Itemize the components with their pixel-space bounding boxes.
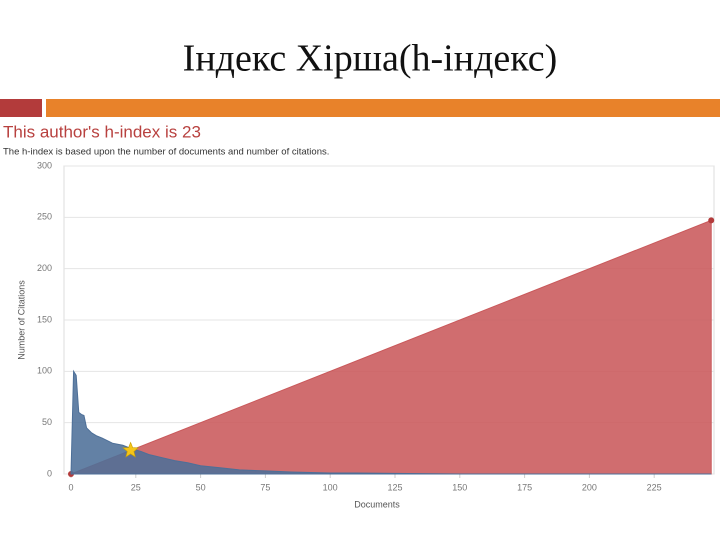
x-tick-label: 225 — [647, 482, 662, 492]
slide-title: Індекс Хірша(h-індекс) — [183, 38, 558, 80]
accent-bar — [46, 99, 720, 117]
y-tick-label: 100 — [37, 366, 52, 376]
y-axis-label: Number of Citations — [16, 280, 26, 360]
point — [708, 217, 715, 224]
x-tick-label: 200 — [582, 482, 597, 492]
y-tick-label: 50 — [42, 417, 52, 427]
area — [70, 219, 712, 475]
y-tick-label: 0 — [47, 468, 52, 478]
x-axis-label: Documents — [354, 499, 400, 509]
chart-subtitle: The h-index is based upon the number of … — [3, 147, 329, 158]
x-tick-label: 0 — [68, 482, 73, 492]
y-tick-label: 250 — [37, 212, 52, 222]
y-tick-label: 200 — [37, 263, 52, 273]
x-tick-label: 175 — [517, 482, 532, 492]
y-tick-label: 150 — [37, 314, 52, 324]
y-tick-label: 300 — [37, 160, 52, 170]
x-tick-label: 100 — [323, 482, 338, 492]
x-tick-label: 150 — [452, 482, 467, 492]
area — [70, 369, 712, 475]
h-index-star — [122, 441, 139, 458]
accent-block — [0, 99, 42, 117]
x-tick-label: 125 — [387, 482, 402, 492]
x-tick-label: 25 — [131, 482, 141, 492]
chart-title: This author's h-index is 23 — [3, 122, 201, 141]
x-tick-label: 50 — [196, 482, 206, 492]
x-tick-label: 75 — [260, 482, 270, 492]
